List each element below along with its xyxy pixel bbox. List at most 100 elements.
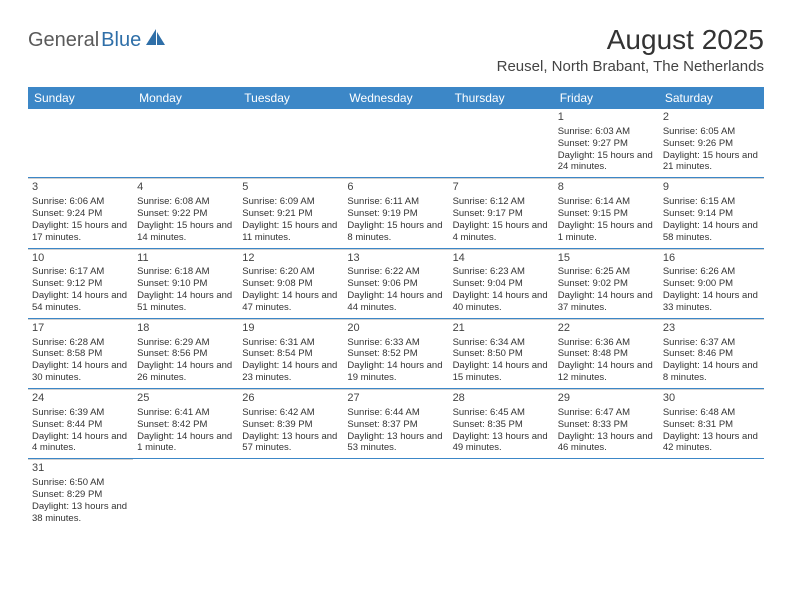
sunrise-text: Sunrise: 6:42 AM (242, 407, 339, 419)
calendar-cell: 10Sunrise: 6:17 AMSunset: 9:12 PMDayligh… (28, 249, 133, 318)
calendar-week: 17Sunrise: 6:28 AMSunset: 8:58 PMDayligh… (28, 319, 764, 389)
day-header-sunday: Sunday (28, 87, 133, 109)
sunrise-text: Sunrise: 6:36 AM (558, 337, 655, 349)
daylight-text: Daylight: 13 hours and 42 minutes. (663, 431, 760, 455)
calendar-week: 1Sunrise: 6:03 AMSunset: 9:27 PMDaylight… (28, 109, 764, 178)
sunset-text: Sunset: 8:39 PM (242, 419, 339, 431)
daylight-text: Daylight: 14 hours and 19 minutes. (347, 360, 444, 384)
sunset-text: Sunset: 8:56 PM (137, 348, 234, 360)
sunset-text: Sunset: 8:42 PM (137, 419, 234, 431)
calendar-cell: 7Sunrise: 6:12 AMSunset: 9:17 PMDaylight… (449, 178, 554, 247)
sunrise-text: Sunrise: 6:22 AM (347, 266, 444, 278)
sunset-text: Sunset: 9:14 PM (663, 208, 760, 220)
day-number: 9 (663, 181, 760, 195)
day-number: 31 (32, 462, 129, 476)
calendar-cell (343, 109, 448, 177)
day-number: 25 (137, 392, 234, 406)
daylight-text: Daylight: 14 hours and 1 minute. (137, 431, 234, 455)
sunset-text: Sunset: 9:12 PM (32, 278, 129, 290)
daylight-text: Daylight: 15 hours and 4 minutes. (453, 220, 550, 244)
sunset-text: Sunset: 8:35 PM (453, 419, 550, 431)
daylight-text: Daylight: 15 hours and 1 minute. (558, 220, 655, 244)
daylight-text: Daylight: 15 hours and 14 minutes. (137, 220, 234, 244)
day-number: 8 (558, 181, 655, 195)
sunset-text: Sunset: 9:02 PM (558, 278, 655, 290)
sail-icon (145, 28, 167, 52)
sunset-text: Sunset: 9:15 PM (558, 208, 655, 220)
day-header-monday: Monday (133, 87, 238, 109)
sunset-text: Sunset: 9:06 PM (347, 278, 444, 290)
sunrise-text: Sunrise: 6:41 AM (137, 407, 234, 419)
sunset-text: Sunset: 8:29 PM (32, 489, 129, 501)
daylight-text: Daylight: 13 hours and 38 minutes. (32, 501, 129, 525)
sunset-text: Sunset: 9:22 PM (137, 208, 234, 220)
sunset-text: Sunset: 9:24 PM (32, 208, 129, 220)
calendar-cell: 14Sunrise: 6:23 AMSunset: 9:04 PMDayligh… (449, 249, 554, 318)
sunrise-text: Sunrise: 6:39 AM (32, 407, 129, 419)
day-number: 15 (558, 252, 655, 266)
daylight-text: Daylight: 14 hours and 15 minutes. (453, 360, 550, 384)
calendar-week: 31Sunrise: 6:50 AMSunset: 8:29 PMDayligh… (28, 459, 764, 528)
daylight-text: Daylight: 13 hours and 46 minutes. (558, 431, 655, 455)
daylight-text: Daylight: 14 hours and 4 minutes. (32, 431, 129, 455)
daylight-text: Daylight: 14 hours and 26 minutes. (137, 360, 234, 384)
calendar-week: 10Sunrise: 6:17 AMSunset: 9:12 PM Dayligh… (28, 249, 764, 319)
sunset-text: Sunset: 9:17 PM (453, 208, 550, 220)
day-number: 5 (242, 181, 339, 195)
daylight-text: Daylight: 14 hours and 44 minutes. (347, 290, 444, 314)
day-number: 21 (453, 322, 550, 336)
day-number: 19 (242, 322, 339, 336)
sunrise-text: Sunrise: 6:03 AM (558, 126, 655, 138)
calendar-page: GeneralBlue August 2025 Reusel, North Br… (0, 0, 792, 553)
sunrise-text: Sunrise: 6:17 AM (32, 266, 129, 278)
day-number: 10 (32, 252, 129, 266)
calendar-cell (28, 109, 133, 177)
day-header-saturday: Saturday (659, 87, 764, 109)
daylight-text: Daylight: 15 hours and 17 minutes. (32, 220, 129, 244)
day-number: 26 (242, 392, 339, 406)
day-number: 7 (453, 181, 550, 195)
sunset-text: Sunset: 8:37 PM (347, 419, 444, 431)
sunrise-text: Sunrise: 6:20 AM (242, 266, 339, 278)
calendar-cell: 27Sunrise: 6:44 AMSunset: 8:37 PMDayligh… (343, 389, 448, 458)
sunset-text: Sunset: 8:52 PM (347, 348, 444, 360)
day-number: 24 (32, 392, 129, 406)
sunrise-text: Sunrise: 6:31 AM (242, 337, 339, 349)
brand-logo: GeneralBlue (28, 28, 167, 52)
calendar-cell: 6Sunrise: 6:11 AMSunset: 9:19 PMDaylight… (343, 178, 448, 247)
calendar-cell: 31Sunrise: 6:50 AMSunset: 8:29 PMDayligh… (28, 459, 133, 528)
daylight-text: Daylight: 14 hours and 23 minutes. (242, 360, 339, 384)
calendar-cell: 20Sunrise: 6:33 AMSunset: 8:52 PMDayligh… (343, 319, 448, 388)
sunrise-text: Sunrise: 6:26 AM (663, 266, 760, 278)
calendar-cell: 5Sunrise: 6:09 AMSunset: 9:21 PMDaylight… (238, 178, 343, 247)
sunrise-text: Sunrise: 6:50 AM (32, 477, 129, 489)
day-number: 28 (453, 392, 550, 406)
calendar-week: 24Sunrise: 6:39 AMSunset: 8:44 PMDayligh… (28, 389, 764, 459)
calendar-cell: 22Sunrise: 6:36 AMSunset: 8:48 PMDayligh… (554, 319, 659, 388)
sunset-text: Sunset: 9:10 PM (137, 278, 234, 290)
calendar-cell: 2Sunrise: 6:05 AMSunset: 9:26 PMDaylight… (659, 109, 764, 177)
day-number: 3 (32, 181, 129, 195)
sunset-text: Sunset: 8:54 PM (242, 348, 339, 360)
day-number: 23 (663, 322, 760, 336)
calendar-cell: 16Sunrise: 6:26 AMSunset: 9:00 PMDayligh… (659, 249, 764, 318)
day-number: 12 (242, 252, 339, 266)
day-header-tuesday: Tuesday (238, 87, 343, 109)
daylight-text: Daylight: 13 hours and 57 minutes. (242, 431, 339, 455)
sunrise-text: Sunrise: 6:29 AM (137, 337, 234, 349)
sunrise-text: Sunrise: 6:05 AM (663, 126, 760, 138)
calendar-cell (554, 459, 659, 528)
day-number: 22 (558, 322, 655, 336)
sunset-text: Sunset: 8:46 PM (663, 348, 760, 360)
day-header-row: Sunday Monday Tuesday Wednesday Thursday… (28, 87, 764, 109)
calendar-cell: 26Sunrise: 6:42 AMSunset: 8:39 PMDayligh… (238, 389, 343, 458)
day-number: 2 (663, 111, 760, 125)
sunset-text: Sunset: 9:19 PM (347, 208, 444, 220)
calendar-cell: 12Sunrise: 6:20 AMSunset: 9:08 PMDayligh… (238, 249, 343, 318)
calendar-cell (659, 459, 764, 528)
sunset-text: Sunset: 9:04 PM (453, 278, 550, 290)
day-number: 27 (347, 392, 444, 406)
calendar-cell (238, 459, 343, 528)
day-number: 4 (137, 181, 234, 195)
sunrise-text: Sunrise: 6:09 AM (242, 196, 339, 208)
